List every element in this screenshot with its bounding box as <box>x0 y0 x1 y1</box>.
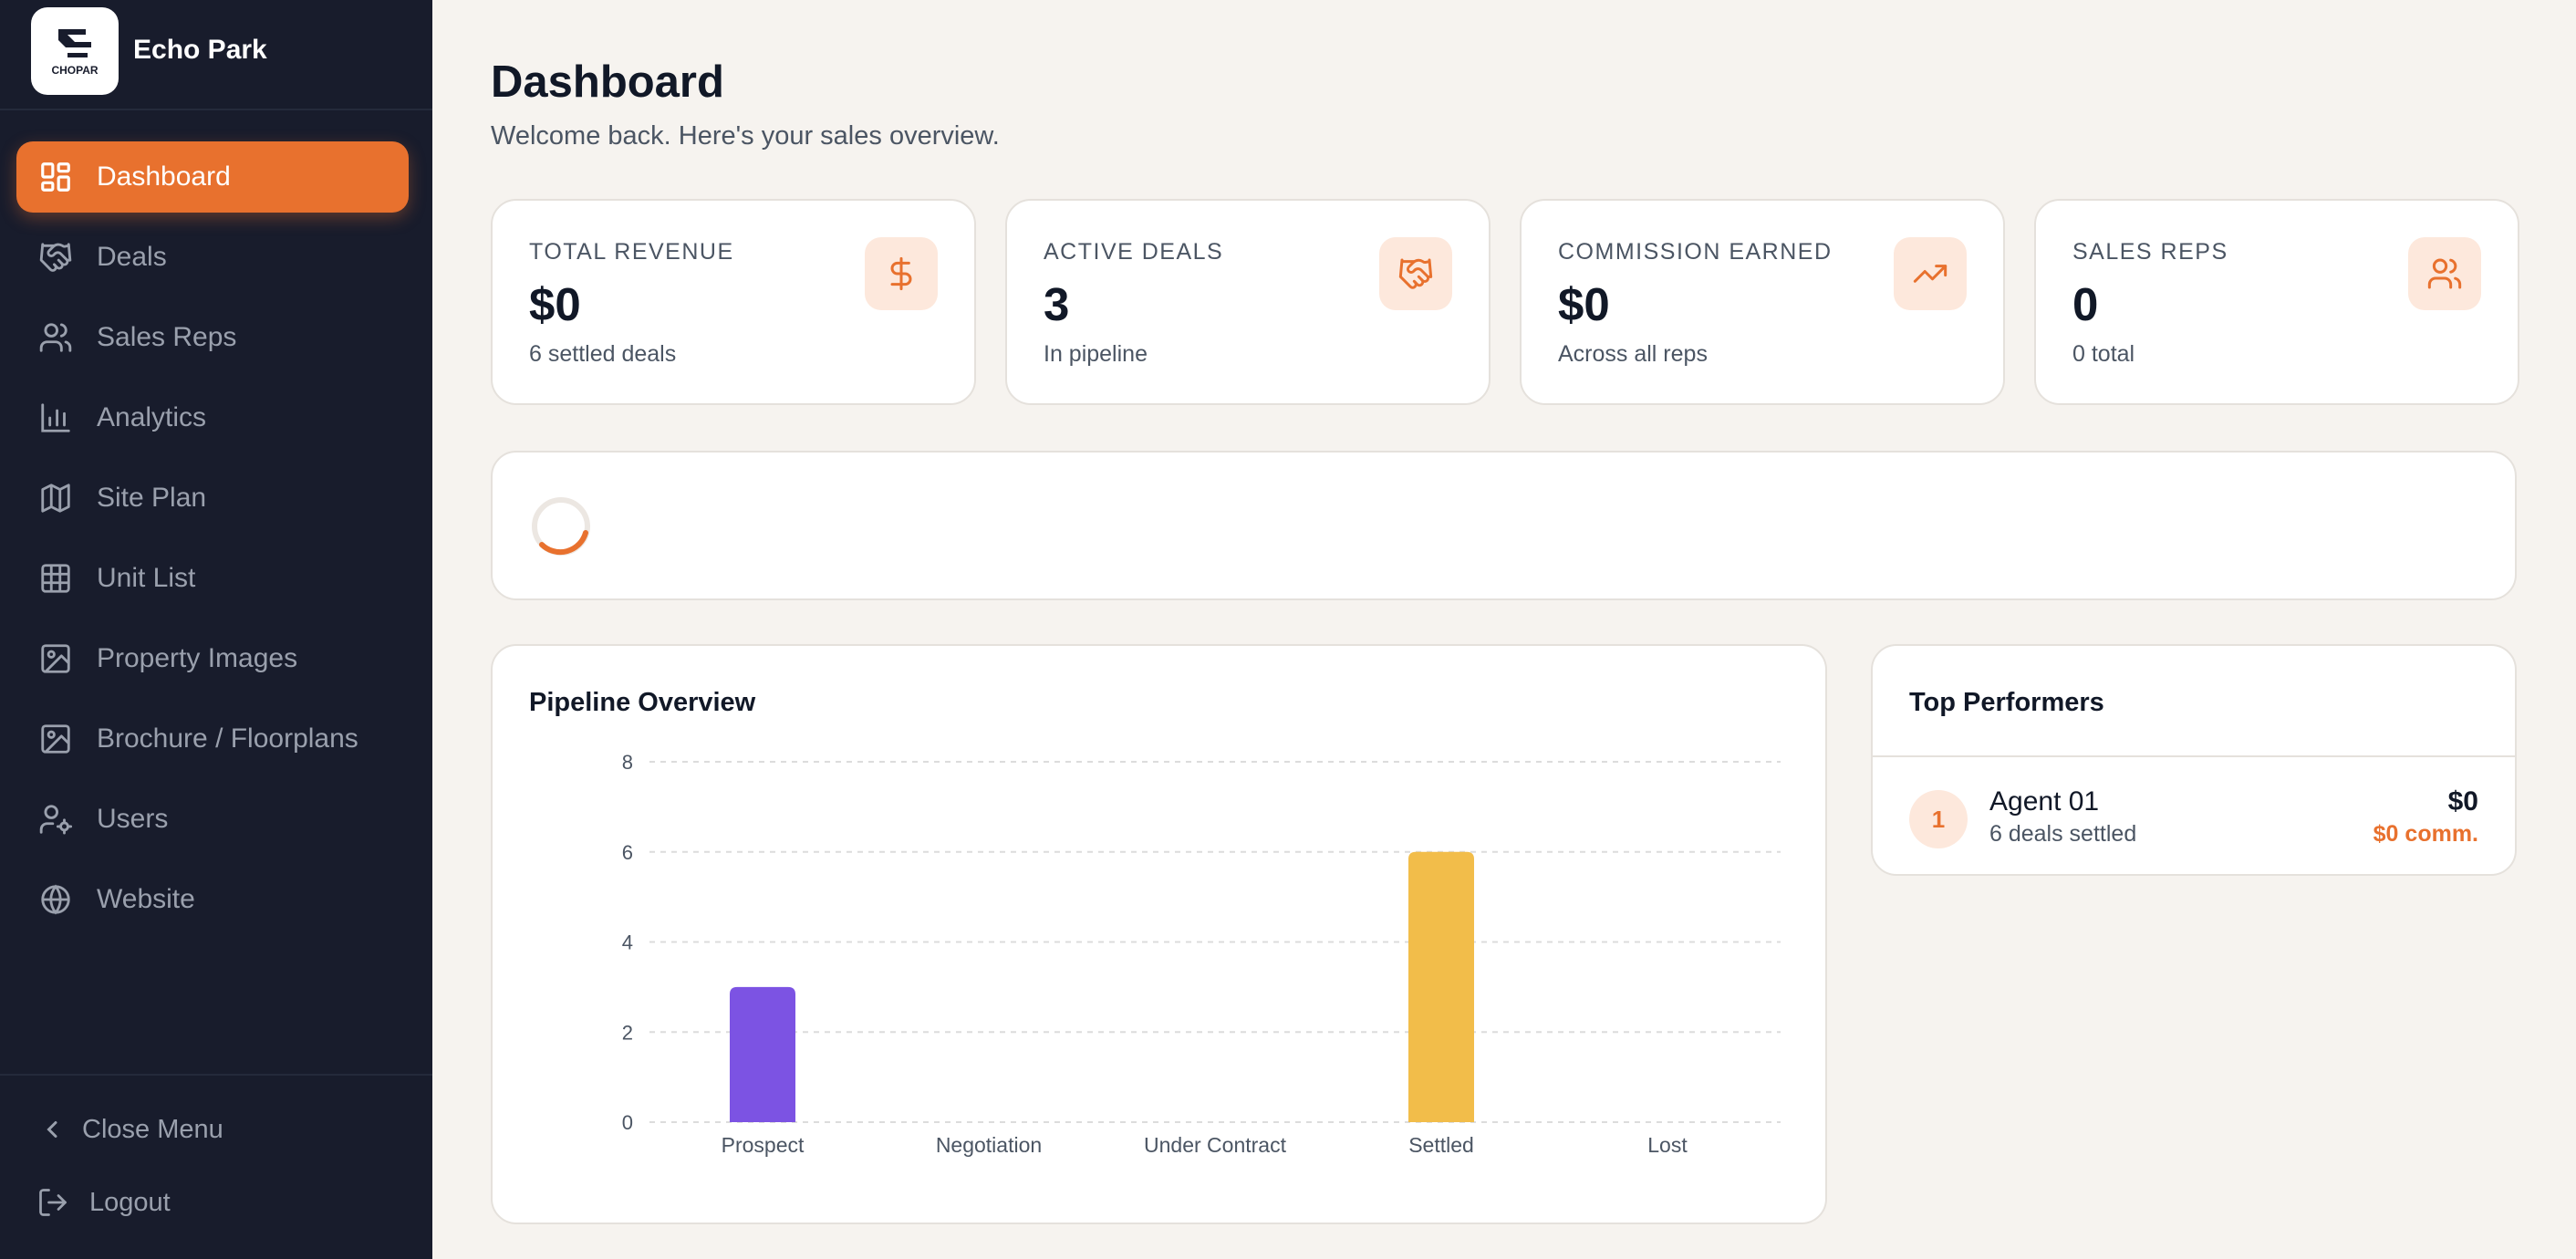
stat-card-commission-earned: COMMISSION EARNED $0 Across all reps <box>1520 199 2005 405</box>
stat-sub: 6 settled deals <box>529 341 677 367</box>
pipeline-chart: 0 2 4 6 8 Prospect Negotiation Under Contract Se… <box>622 751 1781 1157</box>
stat-label: COMMISSION EARNED <box>1558 239 1833 265</box>
sidebar-item-brochure-floorplans[interactable]: Brochure / Floorplans <box>16 703 409 775</box>
top-performers-title: Top Performers <box>1909 688 2104 717</box>
sidebar-item-label: Site Plan <box>97 483 207 513</box>
dollar-icon <box>890 256 912 291</box>
stat-value: $0 <box>1558 278 1610 330</box>
bar-prospect[interactable] <box>730 986 795 1122</box>
sidebar-item-label: Users <box>97 804 169 834</box>
card-divider <box>1873 755 2515 757</box>
map-icon <box>41 484 70 513</box>
table-grid-icon <box>41 564 70 593</box>
sidebar-item-label: Unit List <box>97 563 196 593</box>
sidebar-item-analytics[interactable]: Analytics <box>16 382 409 453</box>
loading-card <box>491 451 2517 600</box>
stat-icon-badge <box>1379 237 1452 310</box>
sidebar: CHOPAR Echo Park Dashboard Deals Sales R… <box>0 0 432 1259</box>
top-performers-card: Top Performers 1 Agent 01 6 deals settle… <box>1871 644 2517 876</box>
performer-name: Agent 01 <box>1989 786 2100 817</box>
stat-sub: Across all reps <box>1558 341 1708 367</box>
sidebar-item-dashboard[interactable]: Dashboard <box>16 141 409 213</box>
page-subtitle: Welcome back. Here's your sales overview… <box>491 121 1000 151</box>
stat-icon-badge <box>865 237 938 310</box>
close-menu-label: Close Menu <box>82 1115 223 1144</box>
x-tick-label: Prospect <box>722 1133 805 1157</box>
stat-value: $0 <box>529 278 581 330</box>
bar-chart-icon <box>41 403 70 432</box>
chevron-left-icon <box>47 1121 57 1138</box>
sidebar-item-label: Sales Reps <box>97 322 237 352</box>
sidebar-item-label: Dashboard <box>97 161 231 192</box>
user-cog-icon <box>39 805 73 835</box>
sidebar-item-label: Analytics <box>97 402 207 432</box>
trending-up-icon <box>1913 265 1948 283</box>
logout-label: Logout <box>89 1188 171 1217</box>
stat-label: ACTIVE DEALS <box>1044 239 1224 265</box>
logo-icon: CHOPAR <box>51 29 99 77</box>
sidebar-item-users[interactable]: Users <box>16 784 409 855</box>
brand-header: CHOPAR Echo Park <box>0 0 432 110</box>
stat-card-sales-reps: SALES REPS 0 0 total <box>2034 199 2519 405</box>
performer-deals: 6 deals settled <box>1989 821 2137 847</box>
grid-icon <box>41 162 70 192</box>
stat-label: TOTAL REVENUE <box>529 239 734 265</box>
sidebar-item-label: Deals <box>97 242 167 272</box>
brand-logo[interactable]: CHOPAR <box>31 7 119 95</box>
stat-value: 0 <box>2072 278 2099 330</box>
y-tick-label: 0 <box>622 1111 633 1134</box>
x-tick-label: Lost <box>1647 1133 1688 1157</box>
y-tick-label: 4 <box>622 931 633 954</box>
svg-text:CHOPAR: CHOPAR <box>51 64 98 77</box>
handshake-icon <box>1398 258 1433 289</box>
stat-icon-badge <box>2408 237 2481 310</box>
sidebar-item-label: Brochure / Floorplans <box>97 723 358 754</box>
sidebar-item-sales-reps[interactable]: Sales Reps <box>16 302 409 373</box>
y-tick-label: 6 <box>622 841 633 864</box>
users-icon <box>2427 258 2462 289</box>
bar-settled[interactable] <box>1408 851 1474 1122</box>
sidebar-item-property-images[interactable]: Property Images <box>16 623 409 694</box>
page-title: Dashboard <box>491 57 724 107</box>
globe-icon <box>41 884 70 915</box>
loading-spinner-icon <box>532 497 590 556</box>
stat-label: SALES REPS <box>2072 239 2228 265</box>
rank-badge: 1 <box>1909 790 1968 848</box>
sidebar-item-site-plan[interactable]: Site Plan <box>16 463 409 534</box>
logout-icon <box>39 1189 67 1216</box>
x-tick-label: Under Contract <box>1144 1133 1287 1157</box>
pipeline-overview-card: Pipeline Overview 0 2 4 6 8 Prospect Negotiati… <box>491 644 1827 1224</box>
performer-commission: $0 comm. <box>2373 821 2478 847</box>
y-tick-label: 2 <box>622 1021 633 1044</box>
sidebar-item-deals[interactable]: Deals <box>16 222 409 293</box>
sidebar-divider <box>0 1074 432 1076</box>
stat-icon-badge <box>1894 237 1967 310</box>
performer-amount: $0 <box>2447 786 2478 817</box>
sidebar-item-label: Website <box>97 884 195 914</box>
stat-card-total-revenue: TOTAL REVENUE $0 6 settled deals <box>491 199 976 405</box>
stat-sub: In pipeline <box>1044 341 1148 367</box>
image-icon <box>41 724 70 754</box>
chart-title: Pipeline Overview <box>529 688 756 717</box>
brand-name: Echo Park <box>133 35 267 65</box>
sidebar-item-label: Property Images <box>97 643 298 673</box>
x-tick-label: Negotiation <box>936 1133 1042 1157</box>
sidebar-item-unit-list[interactable]: Unit List <box>16 543 409 614</box>
stat-value: 3 <box>1044 278 1070 330</box>
users-icon <box>39 323 72 352</box>
y-tick-label: 8 <box>622 751 633 774</box>
stat-sub: 0 total <box>2072 341 2135 367</box>
stat-card-active-deals: ACTIVE DEALS 3 In pipeline <box>1005 199 1491 405</box>
handshake-icon <box>39 243 72 272</box>
sidebar-item-website[interactable]: Website <box>16 864 409 935</box>
image-icon <box>41 644 70 673</box>
x-tick-label: Settled <box>1408 1133 1474 1157</box>
